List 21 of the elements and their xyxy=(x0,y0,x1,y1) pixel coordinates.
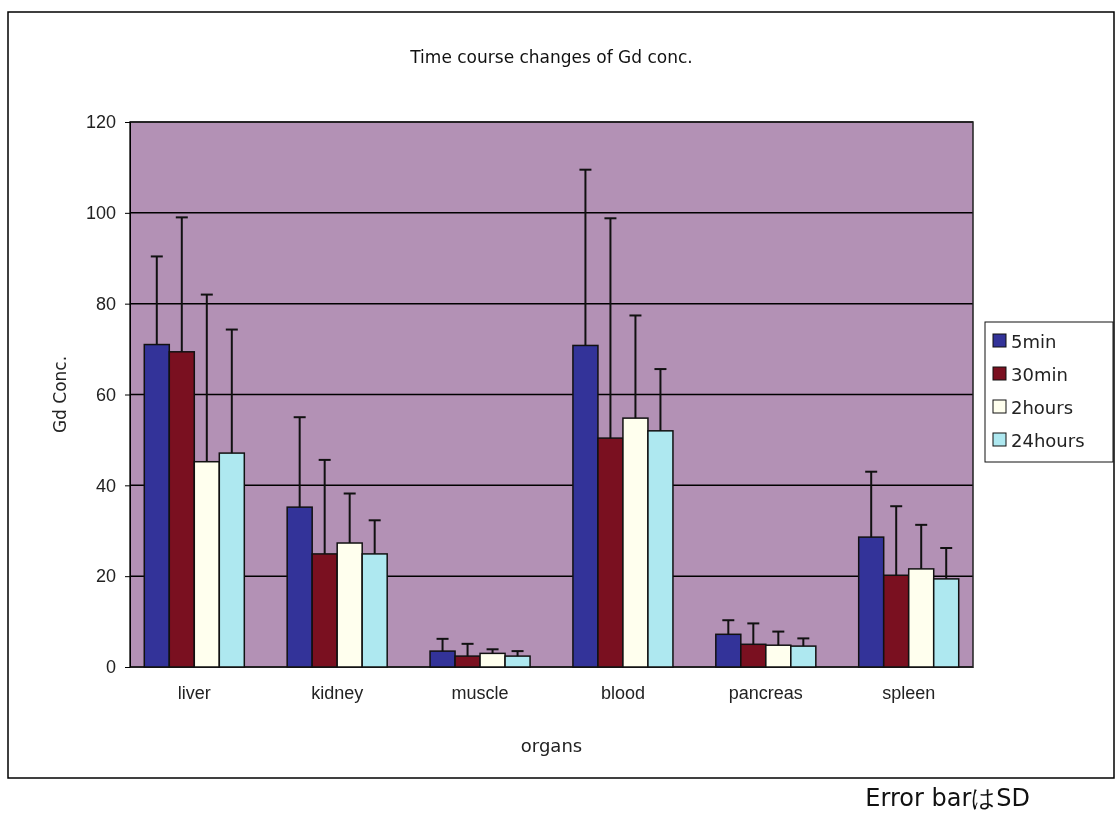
text: Error barはSD xyxy=(865,784,1030,812)
x-tick-label: kidney xyxy=(311,682,364,703)
y-tick-label: 40 xyxy=(95,475,116,496)
y-tick-label: 0 xyxy=(105,657,116,678)
x-tick-label: blood xyxy=(600,682,645,703)
legend-label: 5min xyxy=(1011,331,1057,352)
legend-label: 30min xyxy=(1011,364,1068,385)
x-tick-label: liver xyxy=(177,682,211,703)
x-tick-label: spleen xyxy=(882,682,936,703)
legend-label: 2hours xyxy=(1011,397,1074,418)
x-tick-label: muscle xyxy=(451,682,509,703)
y-tick-label: 120 xyxy=(85,112,116,133)
x-tick-label: pancreas xyxy=(728,682,803,703)
y-tick-label: 20 xyxy=(95,566,116,587)
y-tick-label: 80 xyxy=(95,293,116,314)
y-tick-label: 60 xyxy=(95,384,116,405)
x-axis-title: organs xyxy=(520,735,583,756)
y-axis-title: Gd Conc. xyxy=(50,355,70,434)
legend-label: 24hours xyxy=(1011,430,1085,451)
chart-title: Time course changes of Gd conc. xyxy=(409,47,693,67)
y-tick-label: 100 xyxy=(85,203,116,224)
